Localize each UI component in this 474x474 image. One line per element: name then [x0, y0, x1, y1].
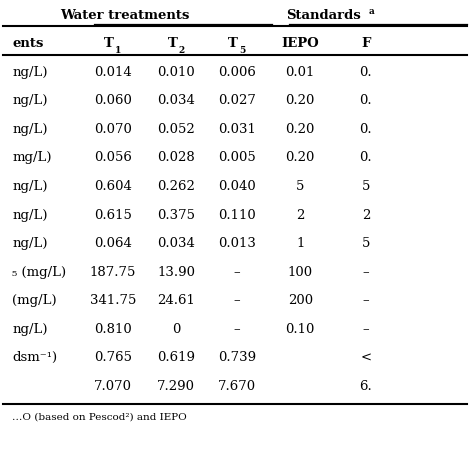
Text: 0.005: 0.005 — [218, 151, 256, 164]
Text: 0.765: 0.765 — [94, 351, 132, 365]
Text: 0.01: 0.01 — [285, 66, 315, 79]
Text: 0.013: 0.013 — [218, 237, 256, 250]
Text: T: T — [104, 37, 114, 50]
Text: 100: 100 — [288, 266, 313, 279]
Text: –: – — [363, 323, 369, 336]
Text: 0.739: 0.739 — [218, 351, 256, 365]
Text: 200: 200 — [288, 294, 313, 307]
Text: 7.290: 7.290 — [157, 380, 195, 393]
Text: 0.034: 0.034 — [157, 237, 195, 250]
Text: ents: ents — [12, 37, 44, 50]
Text: F: F — [361, 37, 371, 50]
Text: 0.: 0. — [359, 94, 372, 107]
Text: <: < — [360, 351, 372, 365]
Text: 13.90: 13.90 — [157, 266, 195, 279]
Text: 5: 5 — [296, 180, 304, 193]
Text: –: – — [234, 323, 240, 336]
Text: ng/L): ng/L) — [12, 123, 48, 136]
Text: 1: 1 — [296, 237, 304, 250]
Text: 0.014: 0.014 — [94, 66, 132, 79]
Text: 0.604: 0.604 — [94, 180, 132, 193]
Text: 0.031: 0.031 — [218, 123, 256, 136]
Text: 0.006: 0.006 — [218, 66, 256, 79]
Text: 0: 0 — [172, 323, 180, 336]
Text: 5: 5 — [362, 237, 370, 250]
Text: a: a — [368, 7, 374, 16]
Text: 0.619: 0.619 — [157, 351, 195, 365]
Text: 24.61: 24.61 — [157, 294, 195, 307]
Text: 2: 2 — [296, 209, 304, 221]
Text: mg/L): mg/L) — [12, 151, 52, 164]
Text: T: T — [167, 37, 177, 50]
Text: 0.110: 0.110 — [218, 209, 256, 221]
Text: 0.810: 0.810 — [94, 323, 132, 336]
Text: 0.027: 0.027 — [218, 94, 256, 107]
Text: 0.615: 0.615 — [94, 209, 132, 221]
Text: 0.010: 0.010 — [157, 66, 195, 79]
Text: 0.060: 0.060 — [94, 94, 132, 107]
Text: 0.028: 0.028 — [157, 151, 195, 164]
Text: 2: 2 — [179, 46, 185, 55]
Text: 2: 2 — [362, 209, 370, 221]
Text: ng/L): ng/L) — [12, 66, 48, 79]
Text: 0.064: 0.064 — [94, 237, 132, 250]
Text: 0.052: 0.052 — [157, 123, 195, 136]
Text: 0.262: 0.262 — [157, 180, 195, 193]
Text: ₅ (mg/L): ₅ (mg/L) — [12, 266, 66, 279]
Text: 0.20: 0.20 — [285, 123, 315, 136]
Text: ng/L): ng/L) — [12, 237, 48, 250]
Text: ng/L): ng/L) — [12, 323, 48, 336]
Text: 0.034: 0.034 — [157, 94, 195, 107]
Text: 0.: 0. — [359, 151, 372, 164]
Text: Standards: Standards — [286, 9, 361, 21]
Text: (mg/L): (mg/L) — [12, 294, 57, 307]
Text: 1: 1 — [115, 46, 122, 55]
Text: 6.: 6. — [359, 380, 372, 393]
Text: –: – — [234, 294, 240, 307]
Text: dsm⁻¹): dsm⁻¹) — [12, 351, 57, 365]
Text: 0.056: 0.056 — [94, 151, 132, 164]
Text: 0.375: 0.375 — [157, 209, 195, 221]
Text: 7.070: 7.070 — [94, 380, 132, 393]
Text: 0.10: 0.10 — [285, 323, 315, 336]
Text: 0.: 0. — [359, 123, 372, 136]
Text: –: – — [363, 266, 369, 279]
Text: …O (based on Pescod²) and IEPO: …O (based on Pescod²) and IEPO — [12, 412, 187, 421]
Text: ng/L): ng/L) — [12, 180, 48, 193]
Text: 5: 5 — [239, 46, 246, 55]
Text: –: – — [234, 266, 240, 279]
Text: 0.040: 0.040 — [218, 180, 256, 193]
Text: 187.75: 187.75 — [90, 266, 136, 279]
Text: ng/L): ng/L) — [12, 94, 48, 107]
Text: T: T — [228, 37, 238, 50]
Text: Water treatments: Water treatments — [60, 9, 189, 21]
Text: ng/L): ng/L) — [12, 209, 48, 221]
Text: IEPO: IEPO — [282, 37, 319, 50]
Text: 0.20: 0.20 — [285, 94, 315, 107]
Text: 0.20: 0.20 — [285, 151, 315, 164]
Text: 341.75: 341.75 — [90, 294, 136, 307]
Text: 7.670: 7.670 — [218, 380, 256, 393]
Text: –: – — [363, 294, 369, 307]
Text: 0.070: 0.070 — [94, 123, 132, 136]
Text: 0.: 0. — [359, 66, 372, 79]
Text: 5: 5 — [362, 180, 370, 193]
